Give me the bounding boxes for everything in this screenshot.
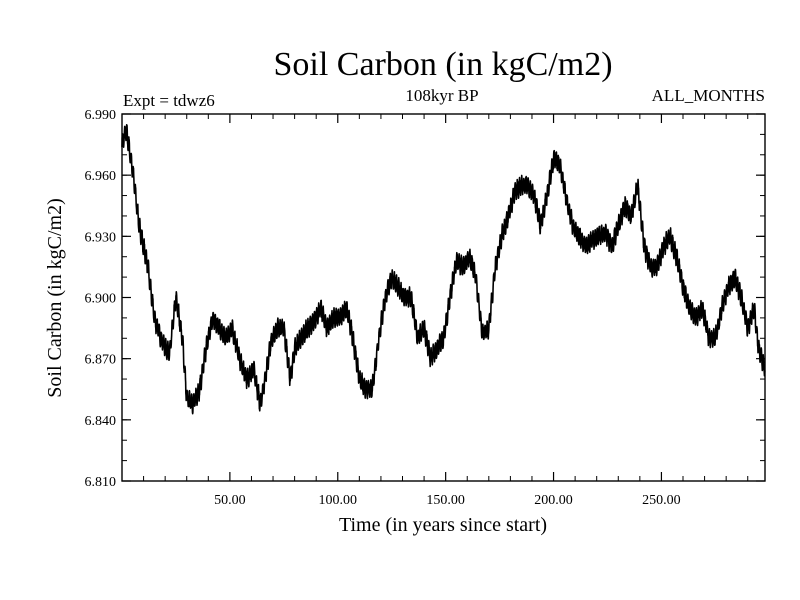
axis-ticks: 6.810 6.840 6.870 6.900 6.930 6.960 6.990 50.00… xyxy=(85,108,765,508)
y-tick-label: 6.960 xyxy=(85,169,117,184)
months-label: ALL_MONTHS xyxy=(652,86,765,105)
y-tick-label: 6.810 xyxy=(85,475,117,490)
y-tick-label: 6.840 xyxy=(85,414,117,429)
x-tick-label: 150.00 xyxy=(426,493,465,508)
x-axis-label: Time (in years since start) xyxy=(339,514,547,536)
chart-title: Soil Carbon (in kgC/m2) xyxy=(273,46,612,83)
x-tick-label: 250.00 xyxy=(642,493,681,508)
y-tick-label: 6.930 xyxy=(85,230,117,245)
series-layer xyxy=(121,123,766,415)
x-tick-label: 200.00 xyxy=(534,493,573,508)
y-axis-label: Soil Carbon (in kgC/m2) xyxy=(44,198,66,397)
x-tick-label: 100.00 xyxy=(319,493,358,508)
x-tick-label: 50.00 xyxy=(214,493,246,508)
soil-carbon-series-line xyxy=(121,123,766,415)
y-tick-label: 6.900 xyxy=(85,292,117,307)
plot-frame xyxy=(121,113,766,482)
y-tick-label: 6.990 xyxy=(85,108,117,123)
experiment-label: Expt = tdwz6 xyxy=(123,91,215,110)
period-label: 108kyr BP xyxy=(405,86,478,105)
y-tick-label: 6.870 xyxy=(85,353,117,368)
